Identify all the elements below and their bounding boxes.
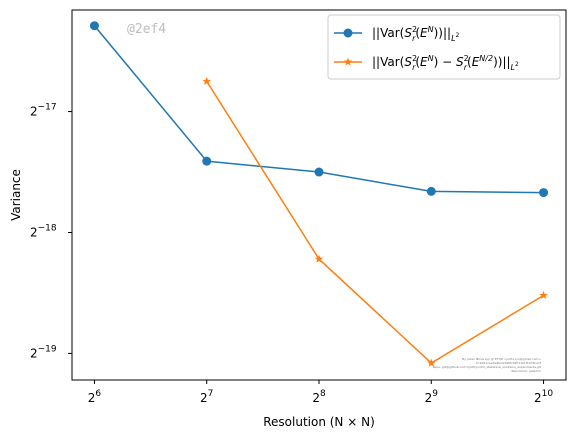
- data-point: [314, 254, 324, 263]
- credit-line: Renroman: galerkin: [512, 369, 542, 373]
- series-2-line: [206, 80, 544, 365]
- data-point: [426, 186, 436, 196]
- y-tick-label: 2−19: [30, 344, 57, 360]
- y-tick-label: 2−18: [30, 223, 57, 239]
- legend-marker-1: [343, 28, 353, 38]
- x-tick-label: 210: [534, 389, 553, 405]
- plot-frame: [71, 9, 567, 381]
- credit-line: Id:1021ceeDeDe2C6D8c04F11b1f1976ce1f: [476, 361, 542, 365]
- series-2: [202, 76, 548, 367]
- data-point: [539, 188, 549, 198]
- x-tick-label: 27: [200, 389, 213, 405]
- legend-marker-2: [343, 57, 353, 66]
- legend-entry-1: ||Var(S2 r(EN))||L2: [334, 25, 460, 43]
- axis-ticks: 26 27 28 29 210 2−17 2−18 2−19: [30, 103, 553, 405]
- y-axis-label: Variance: [9, 169, 23, 221]
- credit-line: By Julien Nhue Lyn @ ETHZ <julif.x.lyn@g…: [462, 357, 541, 361]
- x-tick-label: 26: [88, 389, 102, 405]
- series-layer: [89, 21, 549, 367]
- data-point: [202, 156, 212, 166]
- credit-text: By Julien Nhue Lyn @ ETHZ <julif.x.lyn@g…: [433, 357, 542, 373]
- credit-line: Repo: git@github.com:hjnlf/lyn/dm_statis…: [433, 365, 542, 369]
- data-point: [539, 290, 548, 299]
- legend-box: [327, 14, 561, 80]
- legend-label-1: ||Var(S2 r(EN))||L2: [372, 25, 460, 43]
- data-point: [314, 167, 324, 177]
- data-point: [202, 76, 212, 85]
- legend: ||Var(S2 r(EN))||L2 ||Var(S2 r(EN) − S2 r(E…: [327, 14, 561, 80]
- y-tick-label: 2−17: [30, 103, 57, 119]
- data-point: [89, 21, 99, 31]
- legend-label-2: ||Var(S2 r(EN) − S2 r(EN/2))||L2: [372, 54, 519, 72]
- x-tick-label: 29: [425, 389, 439, 405]
- x-axis-label: Resolution (N × N): [263, 415, 375, 429]
- x-tick-label: 28: [312, 389, 326, 405]
- series-1: [89, 21, 549, 198]
- data-point: [426, 358, 436, 367]
- watermark: @2ef4: [127, 22, 166, 37]
- legend-entry-2: ||Var(S2 r(EN) − S2 r(EN/2))||L2: [334, 54, 519, 72]
- x-axis-label-text: Resolution (N × N): [263, 415, 375, 429]
